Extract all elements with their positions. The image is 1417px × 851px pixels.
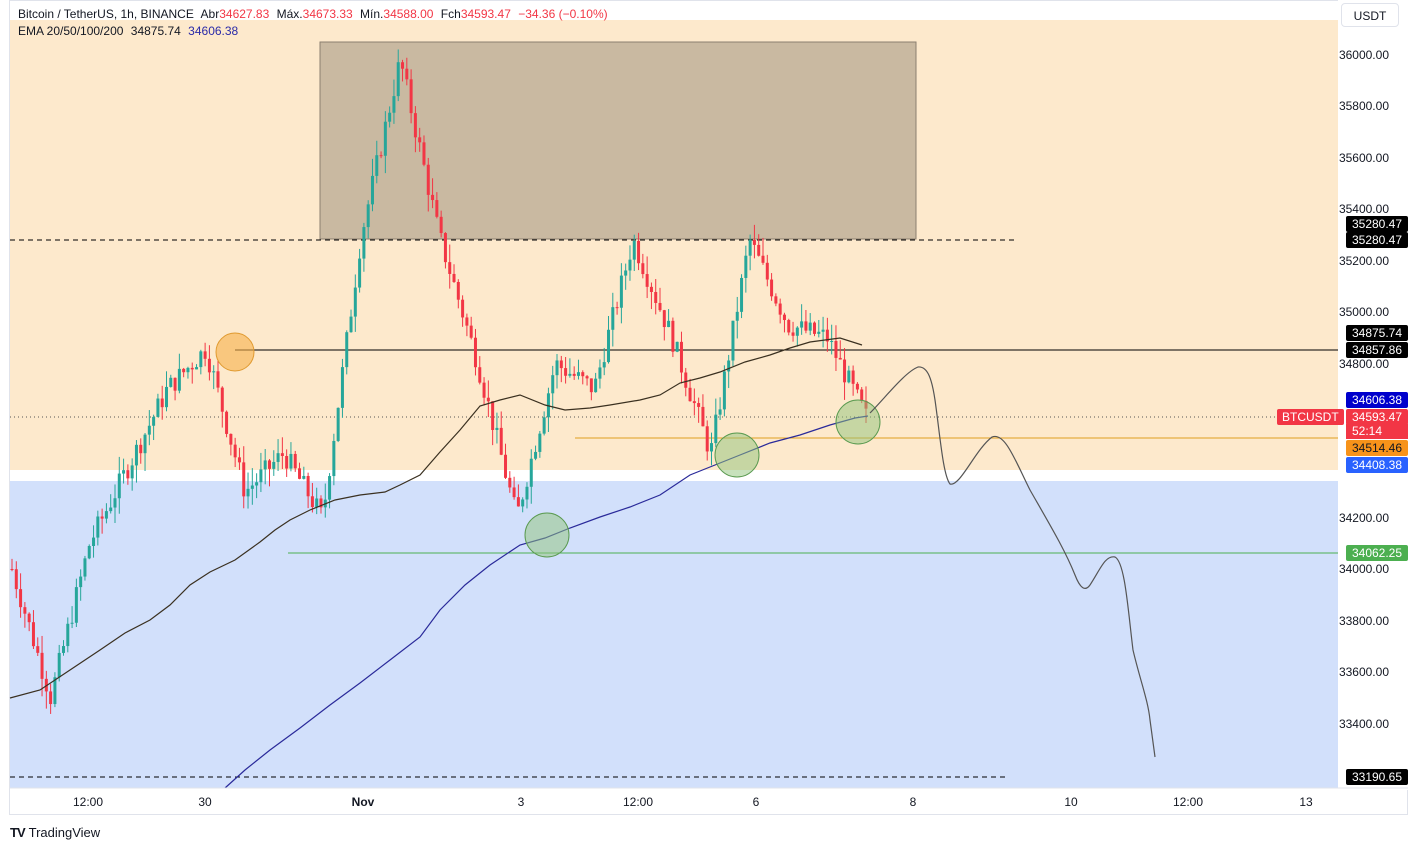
price-tag-zone-boundary: 34408.38 (1346, 457, 1408, 473)
time-tick: 10 (1064, 795, 1078, 809)
price-tag-resistance-1: 35280.47 (1346, 216, 1408, 232)
currency-button[interactable]: USDT (1341, 3, 1399, 27)
close-label: Fch34593.47 (440, 7, 511, 21)
price-tick: 35200.00 (1338, 254, 1389, 268)
tradingview-branding[interactable]: TV TradingView (10, 825, 100, 840)
time-tick: 30 (198, 795, 212, 809)
supply-zone-rectangle[interactable] (319, 41, 917, 240)
green-circle-marker-3[interactable] (835, 399, 881, 445)
symbol-tag: BTCUSDT (1277, 409, 1344, 425)
time-tick: 6 (752, 795, 760, 809)
ema-100-line (9, 337, 863, 699)
orange-circle-marker[interactable] (215, 332, 255, 372)
green-circle-marker-2[interactable] (714, 432, 760, 478)
tradingview-logo-icon: TV (10, 825, 26, 840)
open-label: Abr34627.83 (200, 7, 270, 21)
bar-countdown: 52:14 (1346, 424, 1408, 439)
price-tick: 34000.00 (1338, 562, 1389, 576)
ohlc-legend: Bitcoin / TetherUS, 1h, BINANCE Abr34627… (18, 7, 612, 21)
ema-value-1: 34875.74 (130, 24, 181, 38)
indicator-name[interactable]: EMA 20/50/100/200 (18, 24, 124, 38)
symbol-title[interactable]: Bitcoin / TetherUS, 1h, BINANCE (18, 7, 194, 21)
price-tick: 33400.00 (1338, 717, 1389, 731)
price-tag-orange-level: 34514.46 (1346, 440, 1408, 456)
low-label: Mín.34588.00 (360, 7, 434, 21)
discount-zone (10, 481, 1338, 788)
price-tag-resistance-2: 35280.47 (1346, 232, 1408, 248)
change-value: −34.36 (−0.10%) (518, 7, 608, 21)
candlesticks (10, 49, 868, 714)
price-tag-ema-200: 34606.38 (1346, 392, 1408, 408)
price-tick: 34200.00 (1338, 511, 1389, 525)
ema-value-2: 34606.38 (188, 24, 239, 38)
time-tick: 8 (909, 795, 917, 809)
price-tag-last-price: 34593.47 (1346, 409, 1408, 425)
price-tag-green-level: 34062.25 (1346, 545, 1408, 561)
indicator-legend: EMA 20/50/100/200 34875.74 34606.38 (18, 24, 242, 38)
price-tick: 35000.00 (1338, 305, 1389, 319)
price-tick: 36000.00 (1338, 48, 1389, 62)
price-tick: 34800.00 (1338, 357, 1389, 371)
price-tick: 35400.00 (1338, 202, 1389, 216)
price-tag-bottom-level: 33190.65 (1346, 769, 1408, 785)
price-tick: 35800.00 (1338, 99, 1389, 113)
high-label: Máx.34673.33 (276, 7, 353, 21)
price-tick: 35600.00 (1338, 151, 1389, 165)
time-tick: 13 (1299, 795, 1313, 809)
time-tick: Nov (351, 795, 375, 809)
brand-name: TradingView (28, 825, 101, 840)
time-tick: 12:00 (72, 795, 104, 809)
price-tick: 33600.00 (1338, 665, 1389, 679)
price-tick: 33800.00 (1338, 614, 1389, 628)
price-tag-ema-100: 34875.74 (1346, 325, 1408, 341)
time-tick: 3 (517, 795, 525, 809)
time-tick: 12:00 (622, 795, 654, 809)
projection-path[interactable] (869, 366, 1156, 758)
time-tick: 12:00 (1172, 795, 1204, 809)
green-circle-marker-1[interactable] (524, 512, 570, 558)
price-tag-black-level: 34857.86 (1346, 342, 1408, 358)
